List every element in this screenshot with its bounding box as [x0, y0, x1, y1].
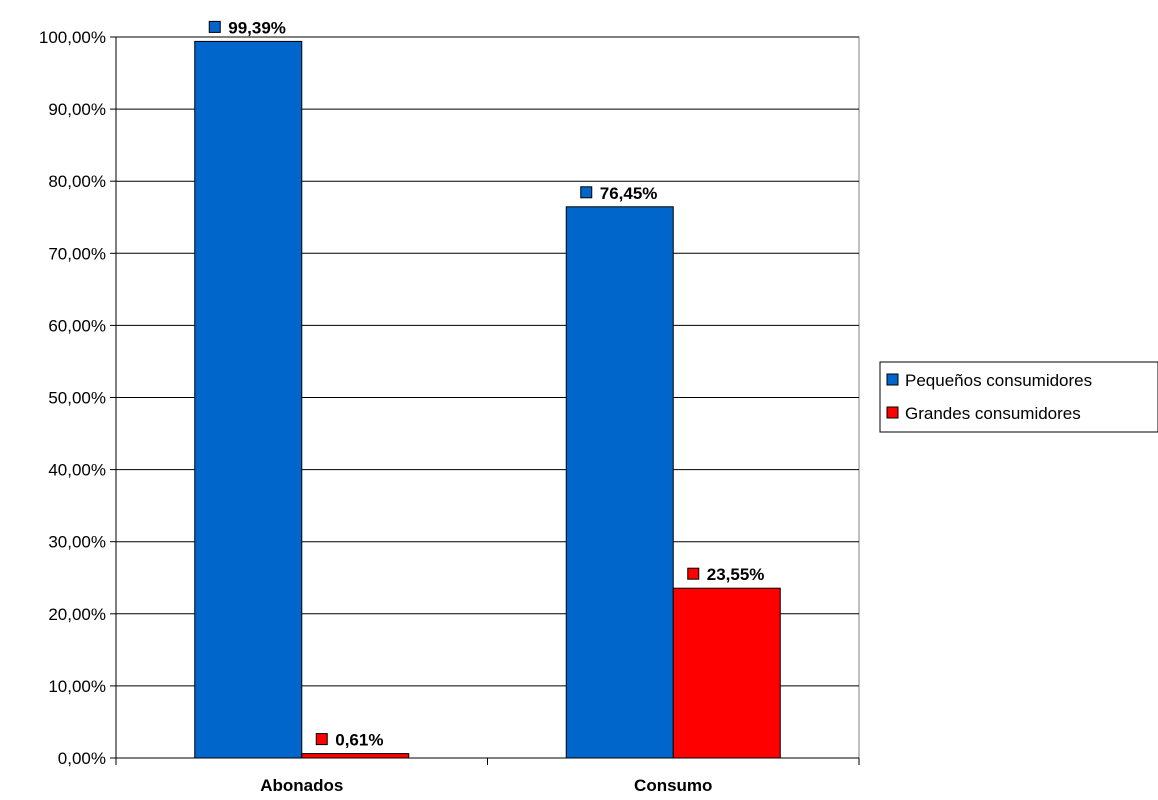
axes: [115, 37, 860, 765]
legend: Pequeños consumidores Grandes consumidor…: [879, 361, 1158, 433]
y-tick-label: 60,00%: [48, 316, 106, 335]
y-tick-label: 50,00%: [48, 389, 106, 408]
bar: [672, 587, 781, 759]
bar: [565, 206, 674, 759]
legend-label-grandes: Grandes consumidores: [905, 404, 1081, 423]
legend-label-pequenos: Pequeños consumidores: [905, 371, 1092, 390]
y-tick-label: 20,00%: [48, 605, 106, 624]
data-label: 23,55%: [707, 565, 765, 584]
y-tick-label: 90,00%: [48, 100, 106, 119]
data-label-swatch: [208, 20, 221, 33]
y-tick-label: 80,00%: [48, 172, 106, 191]
data-label: 0,61%: [335, 731, 383, 750]
bar: [194, 40, 303, 759]
legend-box: [879, 361, 1158, 433]
x-category-label: Consumo: [634, 776, 712, 795]
y-tick-label: 0,00%: [58, 749, 106, 768]
x-axis-labels: Abonados Consumo: [260, 776, 712, 795]
data-label: 76,45%: [600, 184, 658, 203]
data-label-swatch: [315, 733, 328, 746]
y-tick-label: 100,00%: [39, 28, 106, 47]
data-label-swatch: [580, 186, 593, 199]
legend-swatch-grandes: [886, 406, 899, 419]
bar: [301, 753, 410, 759]
y-tick-label: 70,00%: [48, 244, 106, 263]
x-category-label: Abonados: [260, 776, 343, 795]
data-label: 99,39%: [228, 18, 286, 37]
data-labels: 99,39% 0,61% 76,45% 23,55%: [208, 18, 765, 750]
y-axis-ticks: 0,00% 10,00% 20,00% 30,00% 40,00% 50,00% 60,00…: [39, 28, 116, 768]
data-label-swatch: [687, 567, 700, 580]
bars: [194, 40, 781, 759]
y-tick-label: 10,00%: [48, 677, 106, 696]
y-tick-label: 40,00%: [48, 461, 106, 480]
legend-swatch-pequenos: [886, 373, 899, 386]
y-tick-label: 30,00%: [48, 533, 106, 552]
